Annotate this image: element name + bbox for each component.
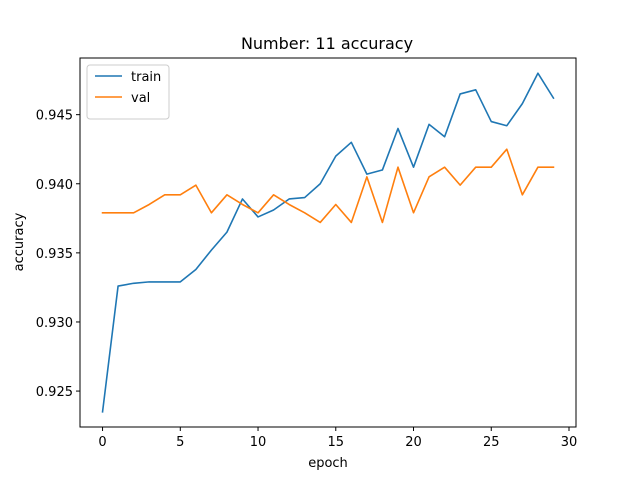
x-tick-label: 30 [561,435,578,450]
y-axis-label: accuracy [12,212,27,271]
series-layer [101,72,555,413]
x-tick-label: 0 [98,435,106,450]
y-tick-label: 0.930 [36,316,73,331]
x-axis: 0 5 10 15 20 25 30 [98,427,577,450]
x-tick-label: 25 [483,435,500,450]
legend-box [86,64,170,120]
legend-label-train: train [131,70,161,85]
x-tick-label: 5 [176,435,184,450]
x-axis-label: epoch [308,456,348,471]
series-line-train [101,72,555,413]
y-tick-label: 0.940 [36,178,73,193]
y-tick-label: 0.925 [36,385,73,400]
legend: train val [86,64,170,120]
x-tick-label: 15 [328,435,345,450]
y-tick-label: 0.935 [36,247,73,262]
series-line-val [101,148,555,224]
chart-title: Number: 11 accuracy [241,34,413,53]
x-tick-label: 20 [405,435,422,450]
y-axis: 0.925 0.930 0.935 0.940 0.945 [36,109,80,400]
plot-frame [79,57,577,428]
y-tick-label: 0.945 [36,109,73,124]
x-tick-label: 10 [250,435,267,450]
legend-label-val: val [131,91,150,106]
